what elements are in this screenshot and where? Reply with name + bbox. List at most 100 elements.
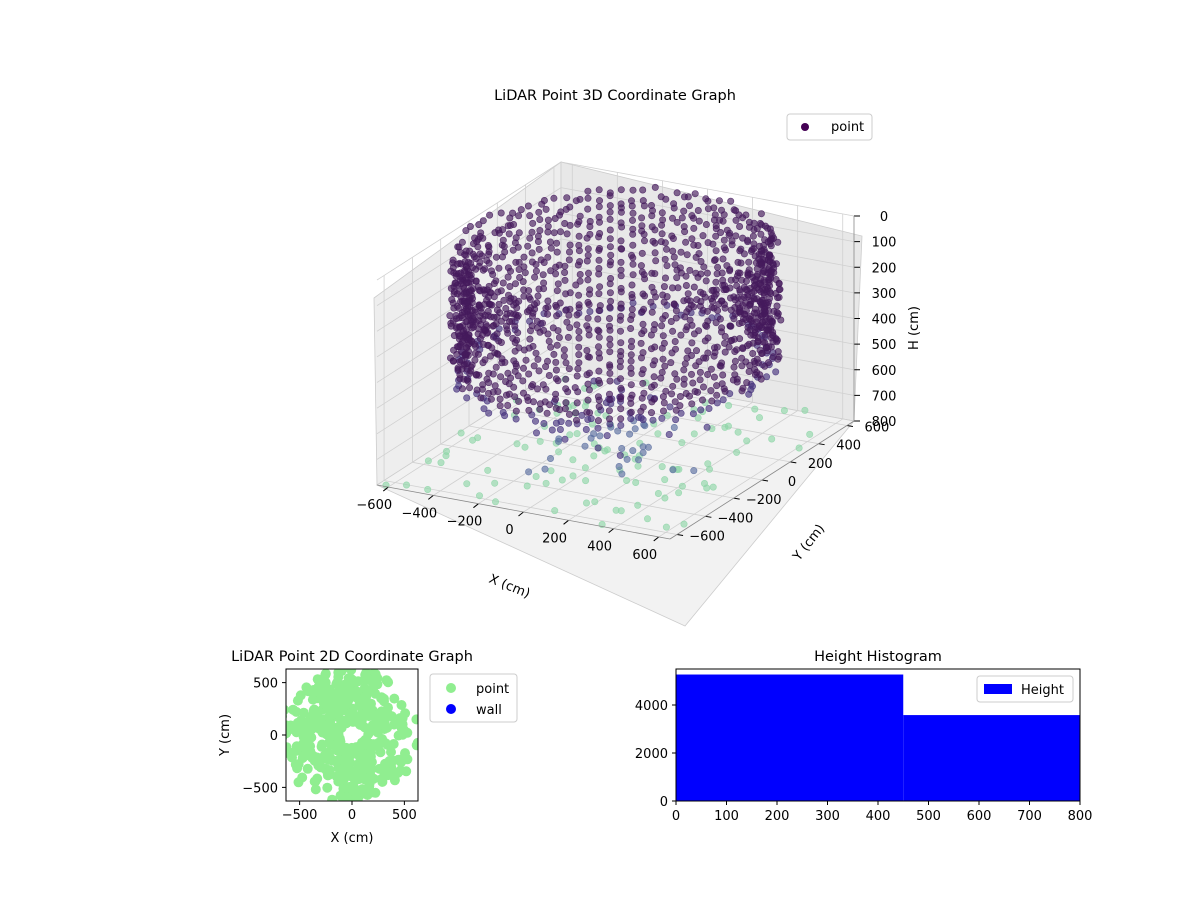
point-2d (364, 781, 375, 792)
point-3d (560, 346, 568, 354)
point-3d (663, 411, 671, 419)
point-3d (472, 265, 480, 273)
point-2d (386, 711, 397, 722)
point-3d (691, 387, 699, 395)
point-3d (582, 425, 590, 433)
point-3d (704, 370, 712, 378)
point-3d (651, 343, 659, 351)
point-3d (481, 356, 489, 364)
point-2d (359, 674, 370, 685)
point-3d (617, 339, 625, 347)
point-3d (758, 349, 766, 357)
point-3d (721, 246, 729, 254)
point-3d (761, 362, 769, 370)
point-3d (665, 430, 673, 438)
point-3d (649, 416, 657, 424)
point-3d (467, 367, 475, 375)
point-3d (595, 349, 603, 357)
point-3d (690, 283, 698, 291)
point-3d (627, 351, 635, 359)
point-3d (477, 394, 485, 402)
point-3d (484, 466, 492, 474)
point-3d (595, 203, 603, 211)
point-3d (721, 348, 729, 356)
point-3d (524, 242, 532, 250)
point-3d (513, 336, 521, 344)
z-tick-label-3d: 700 (872, 389, 897, 404)
point-3d (677, 248, 685, 256)
point-3d (666, 403, 674, 411)
point-3d (606, 361, 614, 369)
point-3d (743, 437, 751, 445)
point-2d (372, 673, 383, 684)
point-3d (713, 391, 721, 399)
x-tick-3d (608, 528, 614, 534)
point-3d (520, 253, 528, 261)
point-3d (650, 373, 658, 381)
point-3d (673, 189, 681, 197)
x-tick-3d (428, 494, 434, 500)
point-3d (583, 371, 591, 379)
point-3d (584, 380, 592, 388)
point-3d (692, 347, 700, 355)
point-2d (322, 782, 333, 793)
point-3d (523, 482, 531, 490)
grid-line-right-h (560, 161, 855, 217)
point-3d (606, 341, 614, 349)
point-3d (670, 200, 678, 208)
point-3d (725, 401, 733, 409)
point-2d (379, 696, 389, 707)
point-3d (691, 190, 699, 198)
point-3d (722, 285, 730, 293)
point-3d (465, 335, 473, 343)
point-3d (694, 207, 702, 215)
point-3d (565, 256, 573, 264)
point-3d (638, 249, 646, 257)
y-tick-3d (790, 461, 797, 464)
legend-box-3d (786, 113, 873, 141)
point-2d (373, 720, 384, 731)
point-2d (335, 790, 346, 801)
point-3d (496, 402, 504, 410)
point-3d (546, 454, 554, 462)
point-3d (509, 246, 517, 254)
point-3d (669, 247, 677, 255)
point-3d (690, 303, 698, 311)
point-3d (758, 247, 766, 255)
x-tick-label-3d: 600 (632, 548, 657, 563)
point-3d (461, 350, 469, 358)
point-3d (552, 270, 560, 278)
point-3d (626, 430, 634, 438)
y-tick-label-3d: 400 (836, 439, 861, 454)
point-3d (657, 374, 665, 382)
point-3d (586, 230, 594, 238)
y-tick-label-histogram: 2000 (635, 747, 668, 762)
point-3d (565, 419, 573, 427)
point-2d (286, 705, 290, 715)
point-3d (806, 430, 814, 438)
point-3d (566, 221, 574, 229)
point-3d (757, 230, 765, 238)
point-3d (654, 430, 662, 438)
point-3d (495, 300, 503, 308)
point-3d (668, 390, 676, 398)
point-3d (605, 314, 613, 322)
point-3d (736, 309, 744, 317)
point-3d (697, 406, 705, 414)
point-3d (683, 296, 691, 304)
point-3d (617, 284, 625, 292)
point-3d (640, 389, 648, 397)
point-3d (618, 444, 626, 452)
point-3d (732, 216, 740, 224)
point-3d (640, 327, 648, 335)
point-3d (465, 288, 473, 296)
point-3d (648, 269, 656, 277)
point-3d (801, 406, 809, 414)
point-3d (617, 304, 625, 312)
point-3d (463, 279, 471, 287)
point-3d (572, 416, 580, 424)
point-3d (560, 352, 568, 360)
point-3d (494, 288, 502, 296)
point-3d (718, 269, 726, 277)
point-3d (744, 236, 752, 244)
